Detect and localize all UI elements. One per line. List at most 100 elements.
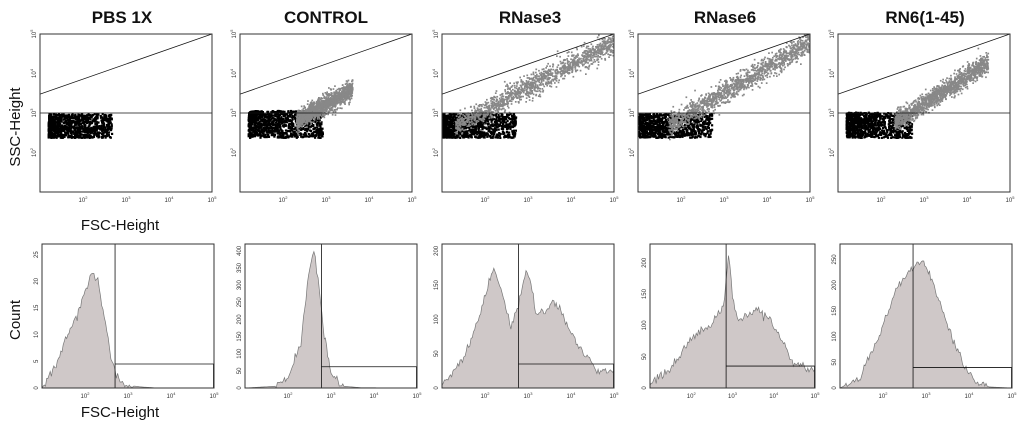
y-tick-label: 103: [229, 108, 238, 118]
event-point: [600, 46, 602, 48]
event-point: [484, 111, 486, 114]
event-point: [270, 113, 273, 116]
event-point: [508, 94, 510, 97]
event-point: [302, 107, 305, 110]
event-point: [564, 75, 566, 77]
event-point: [480, 132, 483, 135]
event-point: [301, 118, 303, 121]
event-point: [489, 126, 492, 129]
event-point: [73, 121, 77, 124]
event-point: [469, 126, 472, 129]
event-point: [560, 74, 563, 77]
event-point: [251, 112, 254, 115]
event-point: [304, 124, 307, 127]
event-point: [320, 105, 322, 108]
event-point: [303, 120, 305, 122]
event-point: [323, 101, 325, 103]
event-point: [262, 129, 266, 133]
event-point: [313, 119, 316, 121]
event-point: [282, 113, 285, 116]
event-point: [318, 106, 320, 108]
event-point: [479, 125, 482, 128]
event-point: [104, 134, 107, 138]
event-point: [66, 115, 69, 118]
event-point: [489, 112, 492, 115]
event-point: [458, 118, 461, 120]
event-point: [290, 120, 293, 123]
event-point: [591, 63, 594, 65]
event-point: [344, 103, 346, 105]
event-point: [547, 62, 549, 65]
event-point: [315, 114, 318, 116]
event-point: [505, 85, 507, 87]
event-point: [607, 45, 610, 48]
event-point: [111, 132, 114, 135]
event-point: [330, 102, 332, 104]
event-point: [64, 120, 67, 124]
event-point: [292, 123, 295, 126]
event-point: [302, 118, 304, 121]
event-point: [265, 116, 268, 119]
event-point: [318, 99, 320, 102]
event-point: [315, 111, 317, 114]
event-point: [506, 133, 509, 136]
event-point: [279, 125, 282, 128]
event-point: [605, 46, 608, 49]
event-point: [484, 104, 486, 107]
event-point: [510, 100, 513, 103]
event-point: [106, 128, 110, 131]
event-point: [331, 94, 334, 97]
event-point: [101, 113, 104, 116]
event-point: [325, 106, 328, 109]
event-point: [327, 106, 330, 109]
event-point: [328, 105, 330, 108]
event-point: [495, 98, 498, 100]
event-point: [442, 118, 445, 121]
event-point: [462, 131, 465, 134]
event-point: [262, 123, 265, 126]
event-point: [70, 119, 73, 122]
event-point: [52, 119, 55, 122]
event-point: [301, 110, 303, 113]
event-point: [506, 103, 509, 106]
event-point: [254, 127, 257, 131]
event-point: [95, 118, 98, 121]
event-point: [48, 113, 51, 116]
event-point: [330, 92, 333, 94]
event-point: [349, 83, 351, 86]
event-point: [96, 115, 99, 118]
event-point: [93, 119, 96, 122]
event-point: [257, 119, 260, 122]
event-point: [334, 97, 337, 99]
event-point: [255, 110, 258, 113]
event-point: [267, 110, 270, 113]
event-point: [48, 118, 51, 122]
event-point: [350, 92, 353, 95]
event-point: [320, 133, 323, 136]
event-point: [512, 135, 515, 138]
event-point: [331, 106, 334, 109]
event-point: [315, 133, 318, 136]
event-point: [509, 117, 512, 121]
event-point: [330, 107, 333, 110]
event-point: [517, 91, 520, 93]
event-point: [296, 119, 298, 121]
event-point: [253, 127, 256, 130]
event-point: [295, 136, 298, 139]
event-point: [460, 133, 463, 137]
event-point: [338, 101, 341, 104]
y-tick-label: 103: [29, 108, 38, 118]
event-point: [569, 63, 571, 65]
event-point: [500, 121, 503, 124]
event-point: [276, 116, 279, 120]
event-point: [307, 133, 310, 136]
event-point: [475, 120, 477, 123]
event-point: [316, 109, 318, 111]
event-point: [445, 118, 448, 121]
event-point: [297, 119, 300, 121]
event-point: [309, 109, 311, 111]
event-point: [587, 48, 590, 50]
event-point: [49, 125, 52, 128]
event-point: [63, 135, 66, 138]
event-point: [271, 128, 274, 131]
